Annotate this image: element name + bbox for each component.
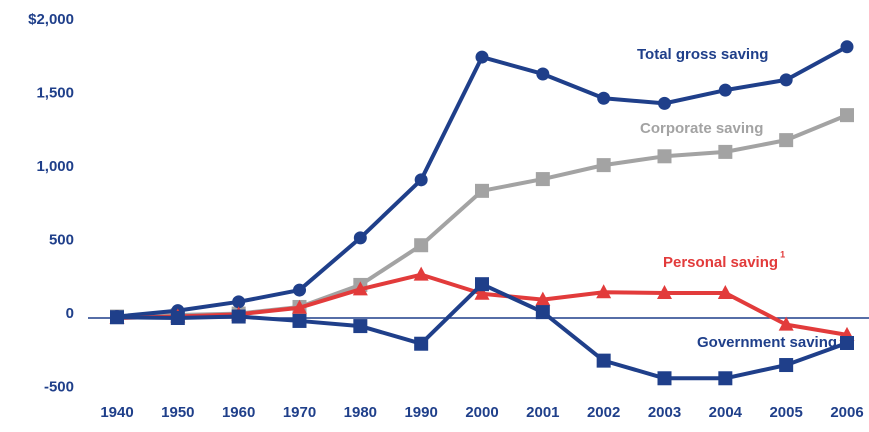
- marker: [657, 285, 672, 300]
- marker: [231, 309, 246, 324]
- series-label: Corporate saving: [640, 120, 763, 137]
- marker: [535, 305, 550, 320]
- marker: [658, 96, 671, 110]
- x-tick-label: 2001: [526, 404, 559, 421]
- marker: [718, 144, 733, 159]
- y-tick-label: -500: [44, 378, 74, 395]
- marker: [840, 40, 854, 54]
- y-tick-label: 500: [49, 231, 74, 248]
- y-tick-label: $2,000: [28, 11, 74, 28]
- y-tick-label: 1,500: [36, 84, 74, 101]
- marker: [840, 108, 854, 123]
- marker: [475, 277, 489, 292]
- x-tick-label: 1970: [283, 404, 316, 421]
- x-tick-label: 2006: [830, 404, 863, 421]
- marker: [475, 183, 489, 198]
- x-tick-label: 2004: [709, 404, 743, 421]
- marker: [414, 173, 428, 187]
- series-line: [116, 45, 848, 319]
- marker: [596, 353, 611, 368]
- marker: [657, 149, 672, 164]
- marker: [779, 358, 794, 373]
- x-tick-label: 1960: [222, 404, 255, 421]
- marker: [840, 335, 854, 350]
- marker: [535, 172, 550, 187]
- x-tick-label: 2003: [648, 404, 681, 421]
- x-tick-label: 1990: [404, 404, 437, 421]
- marker: [414, 336, 429, 351]
- marker: [292, 299, 307, 314]
- x-tick-label: 2005: [769, 404, 802, 421]
- marker: [474, 285, 490, 300]
- marker: [232, 295, 246, 309]
- y-tick-label: 0: [66, 305, 74, 322]
- marker: [718, 83, 732, 97]
- marker: [292, 313, 307, 328]
- marker: [718, 371, 733, 386]
- marker: [353, 231, 367, 245]
- marker: [657, 371, 672, 386]
- marker: [779, 73, 793, 87]
- x-tick-label: 1980: [344, 404, 377, 421]
- marker: [596, 284, 612, 299]
- marker: [293, 283, 306, 297]
- marker: [414, 238, 429, 253]
- marker: [779, 133, 794, 148]
- marker: [596, 158, 611, 173]
- x-tick-label: 1950: [161, 404, 194, 421]
- marker: [353, 319, 368, 334]
- x-tick-label: 2002: [587, 404, 620, 421]
- marker: [110, 310, 124, 325]
- marker: [778, 316, 794, 331]
- y-tick-label: 1,000: [36, 158, 74, 175]
- series-label: Personal saving: [663, 254, 778, 271]
- series-label: Total gross saving: [637, 46, 768, 63]
- x-tick-label: 2000: [465, 404, 498, 421]
- marker: [597, 91, 611, 105]
- series-label: Government saving: [697, 334, 837, 351]
- marker: [475, 50, 489, 64]
- marker: [413, 266, 429, 281]
- marker: [170, 311, 185, 325]
- marker: [717, 285, 733, 300]
- marker: [535, 291, 551, 306]
- footnote-marker: 1: [780, 249, 785, 259]
- x-tick-label: 1940: [100, 404, 133, 421]
- marker: [536, 67, 550, 81]
- marker: [352, 281, 368, 296]
